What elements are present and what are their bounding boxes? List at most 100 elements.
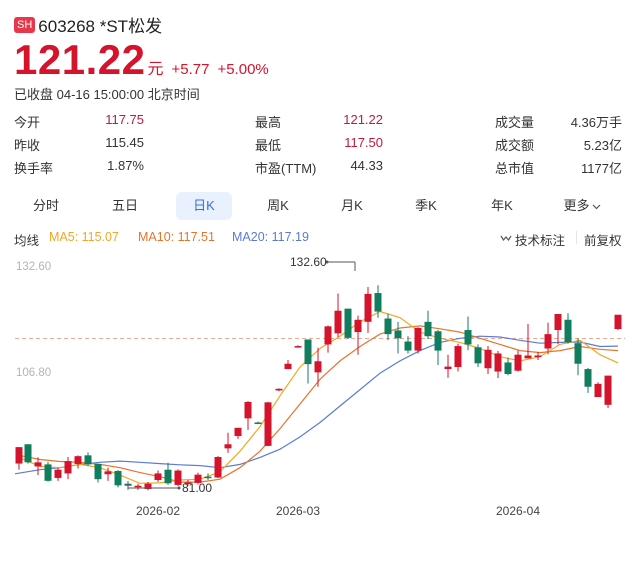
stat-label: 市盈(TTM): [255, 161, 317, 176]
ma5-value: MA5: 115.07: [49, 230, 119, 244]
x-tick-feb: 2026-02: [135, 504, 181, 518]
candle: [264, 402, 272, 446]
stat-label: 今开: [14, 115, 41, 130]
tab-label: 月K: [341, 198, 363, 213]
ma10-value: MA10: 117.51: [138, 230, 215, 244]
stat-item: 换手率 1.87%: [14, 158, 144, 178]
candle: [494, 353, 502, 372]
stat-label: 最低: [255, 138, 282, 153]
ma20-value: MA20: 117.19: [232, 230, 309, 244]
stat-item: 成交额 5.23亿: [495, 135, 622, 155]
tab-1[interactable]: 五日: [97, 192, 153, 220]
tab-label: 五日: [111, 198, 138, 213]
candle: [374, 293, 382, 312]
candle: [244, 401, 252, 419]
candle: [344, 308, 352, 338]
candle: [594, 383, 602, 398]
candle: [74, 456, 82, 464]
candle: [354, 319, 362, 333]
price-row: 121.22 元 +5.77 +5.00%: [14, 38, 269, 82]
tab-label: 季K: [415, 198, 437, 213]
candle: [174, 470, 182, 485]
tab-0[interactable]: 分时: [18, 192, 74, 220]
stock-title[interactable]: 603268 *ST松发: [38, 17, 163, 36]
candle: [44, 464, 52, 481]
tab-label: 日K: [193, 198, 215, 213]
exchange-badge: SH: [14, 16, 36, 33]
tab-label: 周K: [267, 198, 289, 213]
stat-value: 44.33: [350, 158, 383, 173]
tab-label: 分时: [32, 198, 59, 213]
tech-annotation-label: 技术标注: [515, 234, 566, 248]
stock-title-row: SH 603268 *ST松发: [14, 12, 162, 37]
candle: [424, 321, 432, 337]
adjust-button[interactable]: 前复权: [584, 234, 622, 248]
stat-value: 117.50: [344, 135, 383, 150]
ma-label: 均线: [14, 234, 40, 248]
stat-label: 成交量: [495, 115, 535, 130]
low-annotation: 81.00: [182, 481, 212, 495]
tab-5[interactable]: 季K: [398, 192, 454, 220]
high-annotation: 132.60: [290, 255, 327, 269]
candle: [24, 444, 32, 463]
tab-7[interactable]: 更多: [554, 192, 610, 220]
tab-4[interactable]: 月K: [324, 192, 380, 220]
stat-label: 成交额: [495, 138, 535, 153]
market-status: 已收盘 04-16 15:00:00 北京时间: [14, 87, 200, 102]
candle: [524, 355, 532, 359]
candle: [15, 447, 23, 464]
tab-3[interactable]: 周K: [250, 192, 306, 220]
candle: [54, 469, 62, 478]
tab-2[interactable]: 日K: [176, 192, 232, 220]
stat-value: 117.75: [105, 112, 144, 127]
candle: [234, 427, 242, 437]
candle: [414, 327, 422, 351]
candle: [584, 369, 592, 387]
kline-canvas: 132.60 81.00: [14, 255, 625, 495]
tab-label: 更多: [563, 198, 590, 213]
candle: [444, 366, 452, 370]
candle: [204, 476, 212, 479]
period-tabs: 分时 五日 日K 周K 月K 季K 年K 更多: [14, 192, 624, 220]
stat-item: 今开 117.75: [14, 112, 144, 132]
candle: [194, 474, 202, 483]
tab-label: 年K: [491, 198, 513, 213]
candle: [394, 330, 402, 339]
chevron-down-icon: [592, 204, 600, 209]
tech-annotation-button[interactable]: 技术标注: [500, 230, 565, 248]
stat-value: 4.36万手: [570, 115, 622, 130]
candle: [504, 362, 512, 374]
candle: [34, 462, 42, 467]
candle: [404, 341, 412, 351]
stat-item: 市盈(TTM) 44.33: [255, 158, 383, 178]
stat-item: 昨收 115.45: [14, 135, 144, 155]
candle: [434, 331, 442, 351]
candle: [574, 343, 582, 364]
stat-label: 换手率: [14, 161, 54, 176]
candle: [284, 363, 292, 370]
candle: [304, 339, 312, 365]
tab-6[interactable]: 年K: [474, 192, 530, 220]
candle: [154, 473, 162, 480]
wave-icon: [500, 235, 512, 241]
candle: [134, 485, 142, 488]
candle: [554, 314, 562, 331]
stat-item: 最高 121.22: [255, 112, 383, 132]
candle: [184, 482, 192, 484]
moving-average-legend: 均线 MA5: 115.07 MA10: 117.51 MA20: 117.19…: [14, 230, 626, 248]
kline-chart[interactable]: 132.60 81.00 132.60 106.80 2026-02 2026-0…: [0, 255, 638, 525]
candle: [94, 463, 102, 480]
price-change: +5.77: [171, 61, 210, 78]
x-tick-apr: 2026-04: [495, 504, 541, 518]
ma20-line: [14, 335, 619, 475]
current-price: 121.22: [14, 36, 146, 83]
candle: [64, 461, 72, 474]
price-unit: 元: [147, 61, 164, 78]
candle: [164, 469, 172, 484]
stat-value: 1177亿: [581, 161, 622, 176]
candle: [334, 310, 342, 334]
candle: [564, 319, 572, 343]
stat-label: 昨收: [14, 138, 41, 153]
y-tick-bottom: 106.80: [16, 367, 52, 379]
